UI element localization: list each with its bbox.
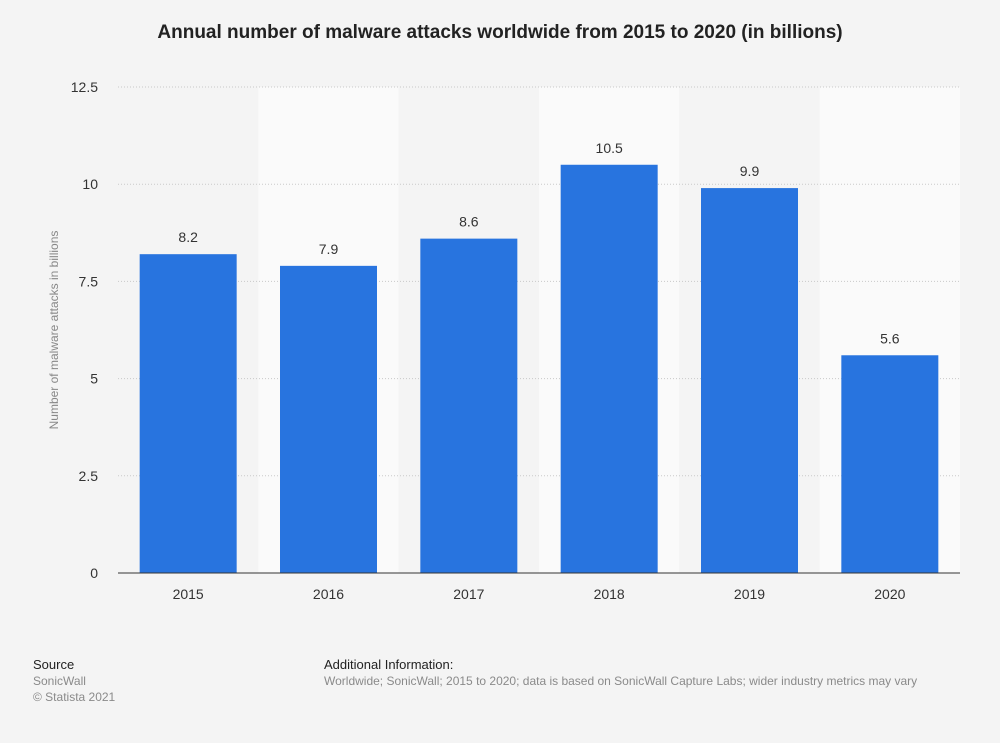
- x-tick-label: 2015: [173, 586, 204, 602]
- bar-2016[interactable]: [280, 265, 377, 573]
- y-tick-label: 0: [90, 565, 98, 581]
- source-name[interactable]: SonicWall: [33, 674, 86, 688]
- bars: [139, 164, 939, 573]
- data-label-2020: 5.6: [880, 330, 900, 346]
- x-tick-label: 2019: [734, 586, 765, 602]
- category-bands: [118, 87, 960, 573]
- y-axis-title: Number of malware attacks in billions: [47, 231, 61, 430]
- data-label-2015: 8.2: [178, 229, 198, 245]
- chart-title: Annual number of malware attacks worldwi…: [157, 22, 843, 43]
- bar-2018[interactable]: [560, 164, 658, 573]
- data-labels: 8.2 7.9 8.6 10.5 9.9 5.6: [178, 140, 899, 347]
- data-label-2017: 8.6: [459, 214, 479, 230]
- bar-2020[interactable]: [841, 355, 939, 573]
- y-tick-label: 12.5: [71, 79, 98, 95]
- bar-2015[interactable]: [139, 254, 237, 573]
- x-axis-ticks: 2015 2016 2017 2018 2019 2020: [173, 586, 906, 602]
- y-tick-label: 10: [82, 176, 98, 192]
- data-label-2016: 7.9: [319, 241, 339, 257]
- y-tick-label: 7.5: [79, 273, 99, 289]
- source-heading: Source: [33, 657, 75, 672]
- bar-2017[interactable]: [420, 238, 518, 573]
- x-tick-label: 2017: [453, 586, 484, 602]
- y-axis-ticks: 0 2.5 5 7.5 10 12.5: [71, 79, 98, 581]
- gridlines: [118, 86, 960, 477]
- x-tick-label: 2016: [313, 586, 344, 602]
- x-tick-label: 2018: [594, 586, 625, 602]
- additional-info-text: Worldwide; SonicWall; 2015 to 2020; data…: [324, 674, 918, 688]
- data-label-2018: 10.5: [596, 140, 623, 156]
- copyright-text: © Statista 2021: [33, 690, 116, 704]
- data-label-2019: 9.9: [740, 163, 760, 179]
- additional-info-block: Additional Information: Worldwide; Sonic…: [324, 657, 917, 689]
- source-block: Source SonicWall © Statista 2021: [33, 657, 115, 705]
- y-tick-label: 2.5: [79, 468, 99, 484]
- y-tick-label: 5: [90, 371, 98, 387]
- bar-2019[interactable]: [701, 188, 798, 573]
- additional-info-heading: Additional Information:: [324, 657, 454, 672]
- x-tick-label: 2020: [874, 586, 905, 602]
